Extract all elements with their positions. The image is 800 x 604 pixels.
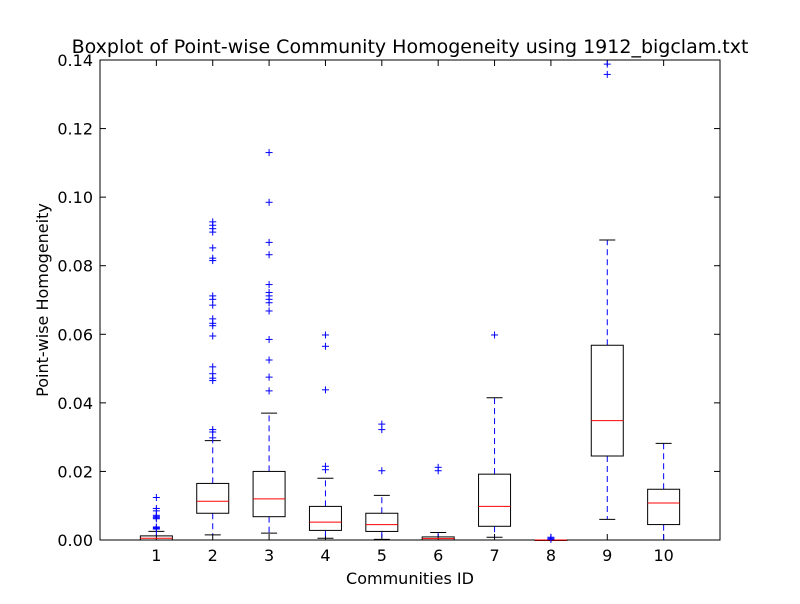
outlier-point (547, 533, 555, 541)
outlier-point (209, 315, 217, 323)
x-tick-label: 7 (489, 546, 499, 565)
outlier-point (265, 251, 273, 259)
y-tick-label: 0.02 (57, 462, 93, 481)
outlier-point (265, 356, 273, 364)
y-tick-label: 0.12 (57, 120, 93, 139)
outlier-point (265, 198, 273, 206)
outlier-point (152, 493, 160, 501)
box (478, 473, 512, 527)
x-tick-label: 8 (546, 546, 556, 565)
x-tick-label: 4 (320, 546, 330, 565)
plot-area: 0.00 0.02 0.04 0.06 0.08 0.10 0.12 0.14 1 2 3 4 5 6 7 8… (57, 51, 721, 565)
plot-frame (99, 59, 721, 541)
box (590, 344, 624, 457)
outlier-point (491, 331, 499, 339)
outlier-point (209, 218, 217, 226)
outlier-point (265, 281, 273, 289)
outlier-point (209, 363, 217, 371)
outlier-point (378, 420, 386, 428)
outlier-point (321, 331, 329, 339)
outlier-point (209, 370, 217, 378)
outlier-point (434, 463, 442, 471)
y-tick-label: 0.10 (57, 188, 93, 207)
outlier-point (209, 254, 217, 262)
outlier-point (265, 373, 273, 381)
outlier-point (265, 307, 273, 315)
chart-title: Boxplot of Point-wise Community Homogene… (72, 36, 749, 58)
x-tick-label: 1 (151, 546, 161, 565)
box (196, 482, 230, 514)
box (252, 470, 286, 518)
outlier-point (265, 288, 273, 296)
outlier-point (209, 426, 217, 434)
outlier-point (265, 387, 273, 395)
x-tick-label: 5 (377, 546, 387, 565)
outlier-point (209, 332, 217, 340)
outlier-point (209, 244, 217, 252)
x-tick-label: 6 (433, 546, 443, 565)
outlier-point (265, 335, 273, 343)
box (647, 488, 681, 526)
outlier-point (265, 149, 273, 157)
y-tick-label: 0.06 (57, 325, 93, 344)
x-tick-label: 9 (602, 546, 612, 565)
outlier-point (603, 70, 611, 78)
outlier-point (378, 467, 386, 475)
x-tick-label: 10 (653, 546, 673, 565)
y-tick-label: 0.14 (57, 51, 93, 70)
x-tick-label: 3 (264, 546, 274, 565)
y-tick-label: 0.04 (57, 394, 93, 413)
outlier-point (152, 523, 160, 531)
box (308, 505, 342, 531)
outlier-point (321, 342, 329, 350)
y-tick-label: 0.08 (57, 257, 93, 276)
y-tick-label: 0.00 (57, 531, 93, 550)
outlier-point (209, 292, 217, 300)
x-axis-label: Communities ID (346, 569, 474, 588)
outlier-point (603, 60, 611, 68)
outlier-point (152, 504, 160, 512)
outlier-point (265, 238, 273, 246)
x-tick-label: 2 (208, 546, 218, 565)
box (365, 512, 399, 532)
outlier-point (321, 462, 329, 470)
outlier-point (321, 386, 329, 394)
y-axis-label: Point-wise Homogeneity (33, 203, 52, 397)
